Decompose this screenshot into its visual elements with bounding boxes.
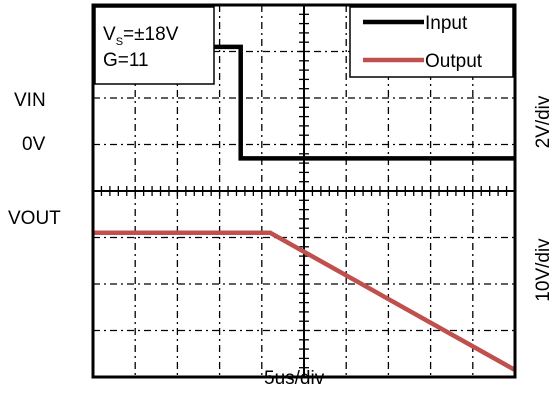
plot-frame [91, 3, 517, 379]
bottom-scale-label: 10V/div [533, 238, 554, 302]
legend-label-input: Input [425, 13, 468, 34]
legend-label-output: Output [425, 51, 483, 72]
trace-output [93, 230, 517, 372]
gain-label: G=11 [103, 50, 149, 71]
zero-volt-label: 0V [22, 134, 46, 155]
vout-label: VOUT [8, 208, 61, 229]
legend: Input Output [349, 6, 514, 78]
supply-voltage-label: VS=±18V [103, 24, 179, 48]
vin-label: VIN [14, 90, 46, 111]
conditions-box: VS=±18V G=11 [94, 6, 215, 85]
x-axis-label: 5us/div [264, 368, 325, 389]
top-scale-label: 2V/div [533, 95, 554, 148]
